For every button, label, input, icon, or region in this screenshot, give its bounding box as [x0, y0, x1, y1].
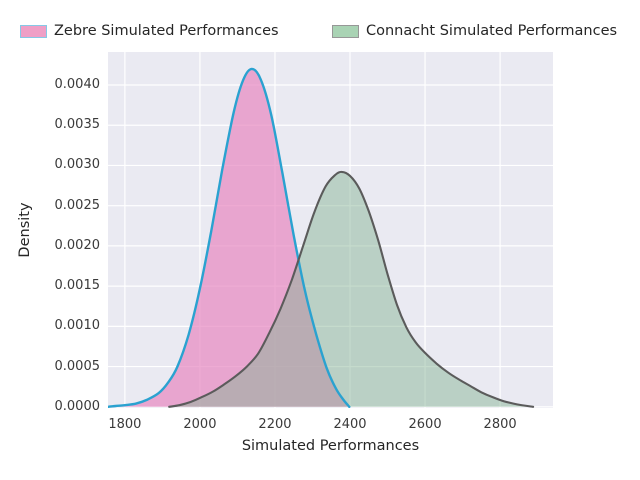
kde-chart [107, 52, 553, 408]
zebre-legend-swatch-icon [20, 24, 47, 38]
y-tick-label: 0.0020 [54, 237, 101, 253]
y-tick-label: 0.0010 [54, 318, 101, 334]
x-tick-label: 2800 [483, 417, 517, 432]
y-tick-label: 0.0015 [54, 278, 101, 294]
x-tick-label: 2600 [408, 417, 442, 432]
y-tick-label: 0.0005 [54, 358, 101, 374]
x-tick-label: 1800 [108, 417, 142, 432]
legend-item-zebre: Zebre Simulated Performances [20, 22, 279, 40]
x-tick-label: 2000 [183, 417, 217, 432]
plot-area [107, 52, 553, 408]
y-tick-label: 0.0040 [54, 76, 101, 92]
x-tick-label: 2200 [258, 417, 292, 432]
legend-item-connacht: Connacht Simulated Performances [332, 22, 617, 40]
y-tick-label: 0.0000 [54, 398, 101, 414]
y-tick-label: 0.0025 [54, 197, 101, 213]
connacht-legend-swatch-icon [332, 24, 359, 38]
y-tick-label: 0.0035 [54, 117, 101, 133]
y-tick-label: 0.0030 [54, 157, 101, 173]
connacht-legend-label: Connacht Simulated Performances [366, 23, 618, 39]
x-tick-label: 2400 [333, 417, 367, 432]
zebre-legend-label: Zebre Simulated Performances [54, 23, 279, 39]
x-axis-title: Simulated Performances [241, 438, 420, 454]
